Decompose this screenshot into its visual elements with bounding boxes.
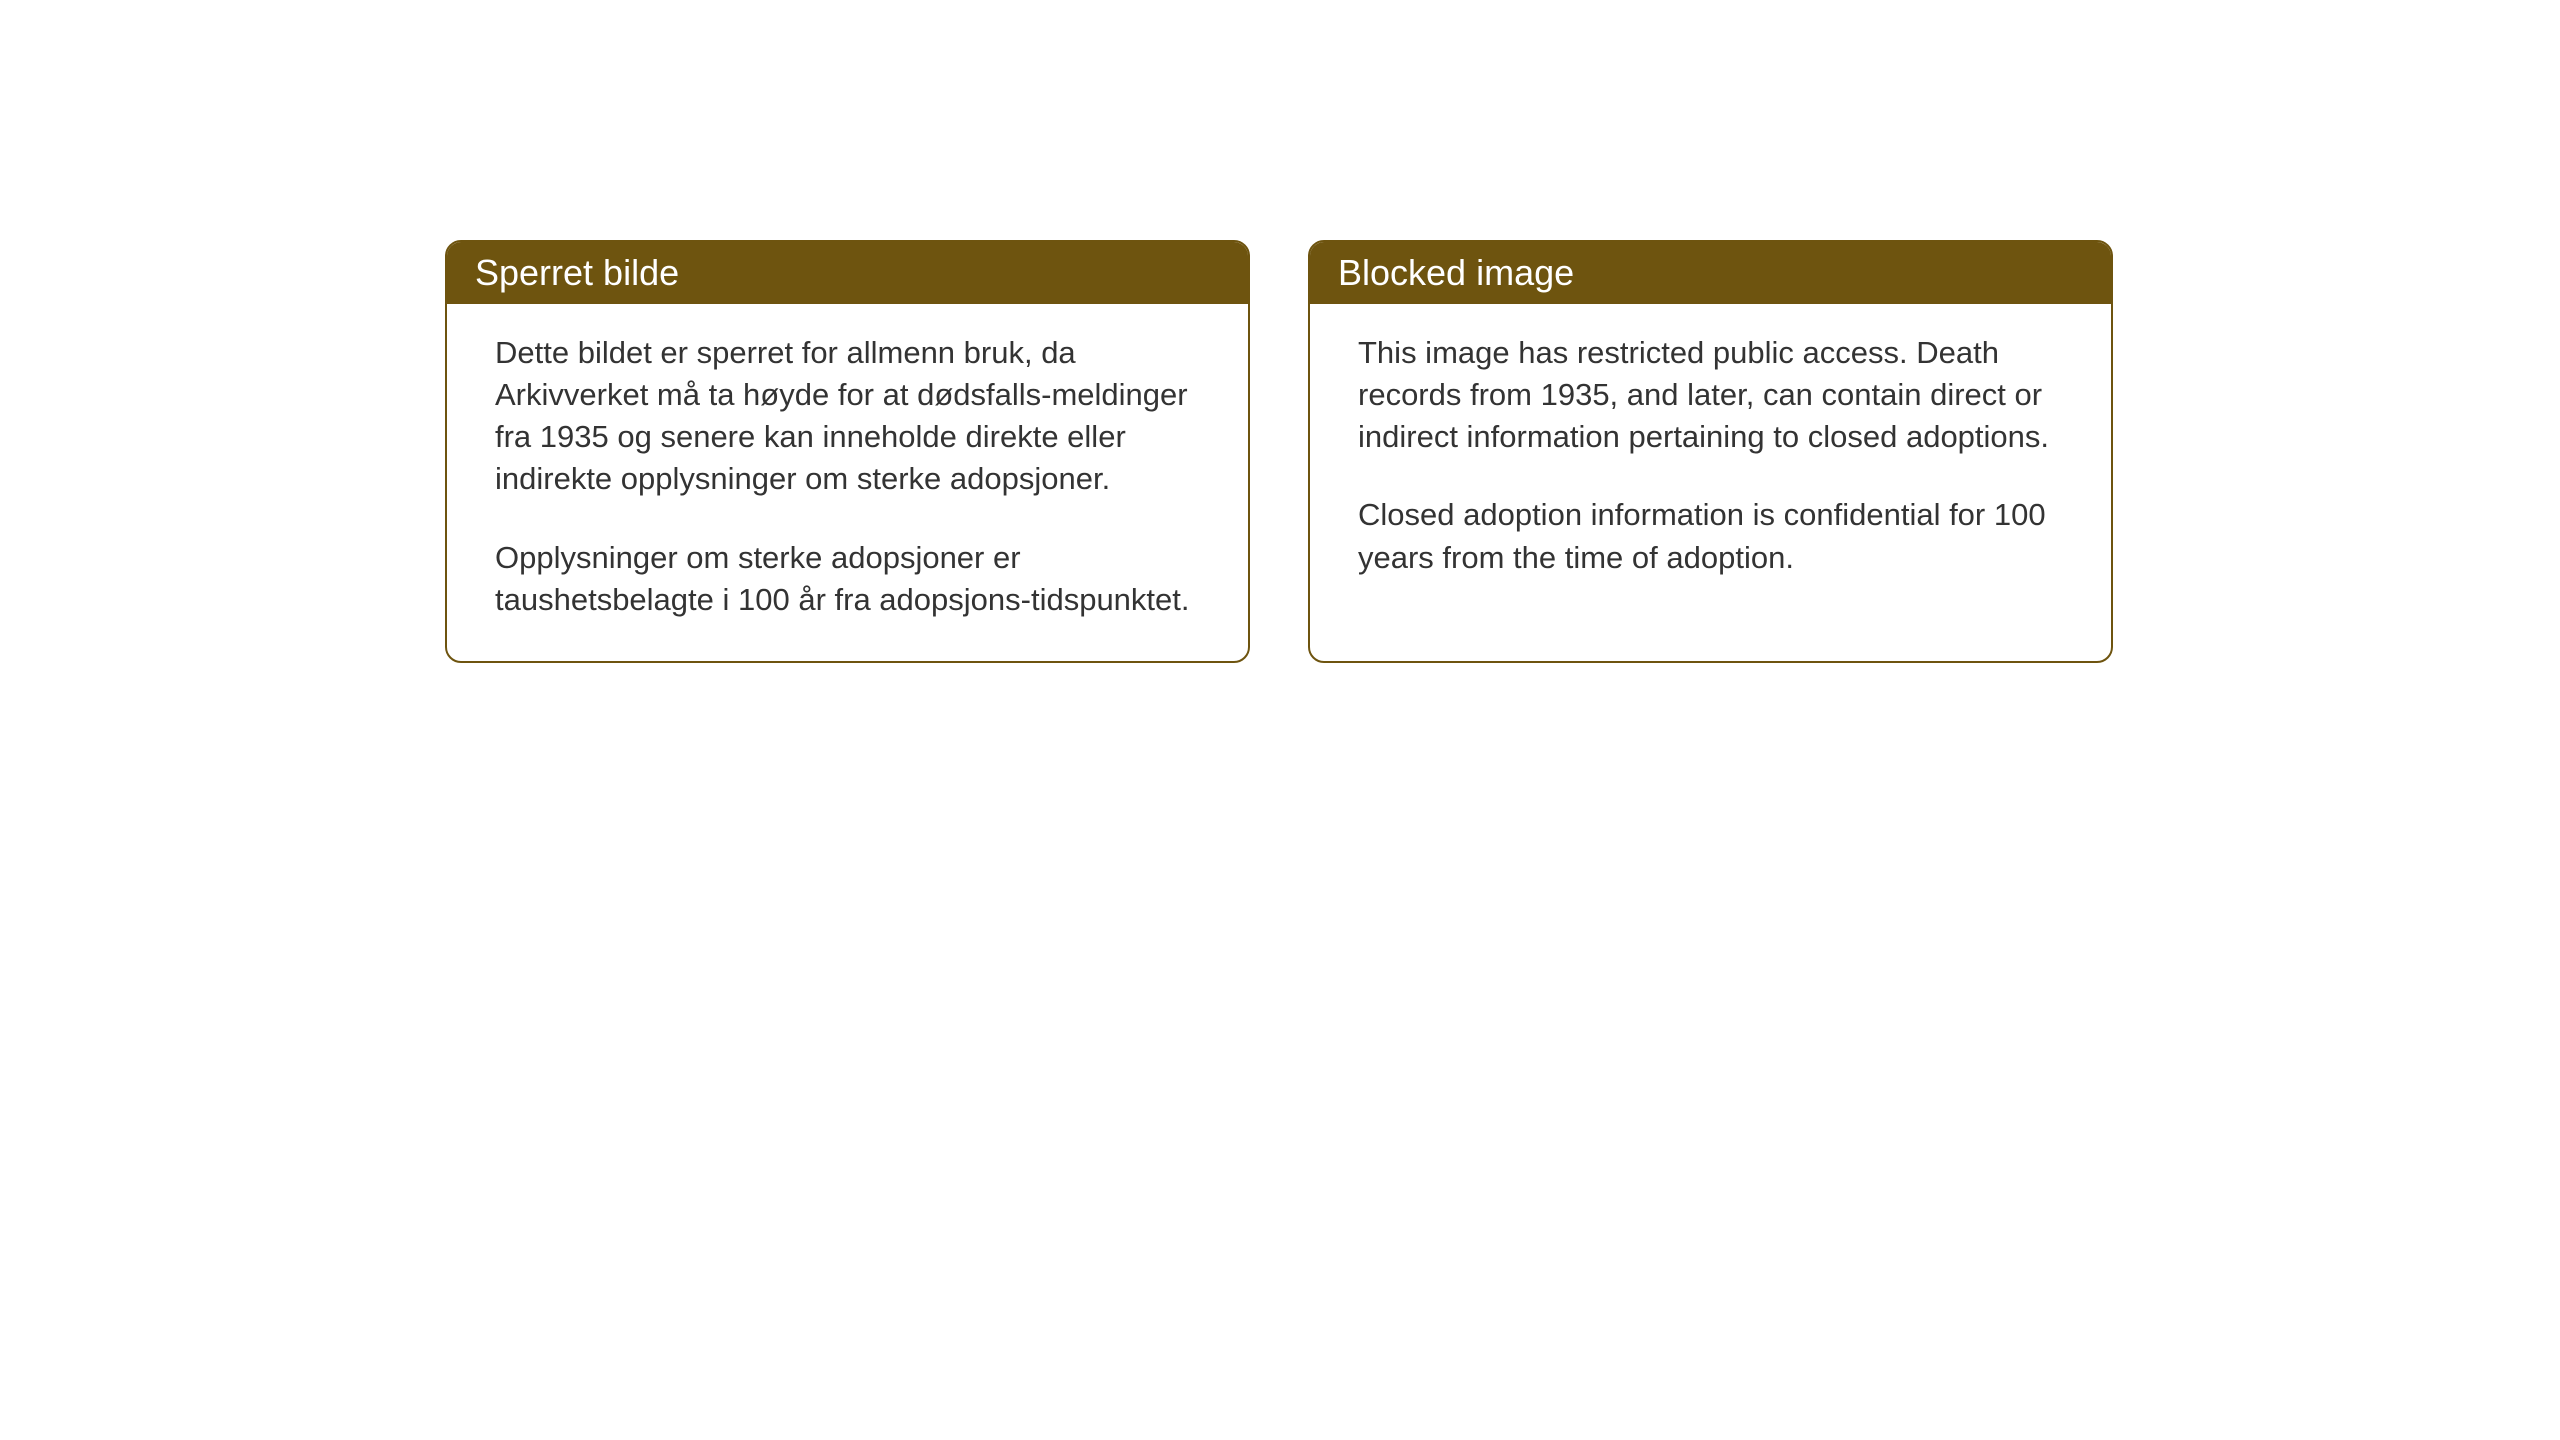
notice-card-english: Blocked image This image has restricted … [1308,240,2113,663]
notice-body-norwegian: Dette bildet er sperret for allmenn bruk… [447,304,1248,661]
notice-card-norwegian: Sperret bilde Dette bildet er sperret fo… [445,240,1250,663]
notice-paragraph-1-english: This image has restricted public access.… [1358,332,2063,458]
notice-title-norwegian: Sperret bilde [475,252,679,293]
notice-paragraph-1-norwegian: Dette bildet er sperret for allmenn bruk… [495,332,1200,501]
notice-header-norwegian: Sperret bilde [447,242,1248,304]
notice-title-english: Blocked image [1338,252,1574,293]
notice-paragraph-2-english: Closed adoption information is confident… [1358,494,2063,578]
notice-body-english: This image has restricted public access.… [1310,304,2111,619]
notice-header-english: Blocked image [1310,242,2111,304]
notice-paragraph-2-norwegian: Opplysninger om sterke adopsjoner er tau… [495,537,1200,621]
notice-container: Sperret bilde Dette bildet er sperret fo… [445,240,2113,663]
